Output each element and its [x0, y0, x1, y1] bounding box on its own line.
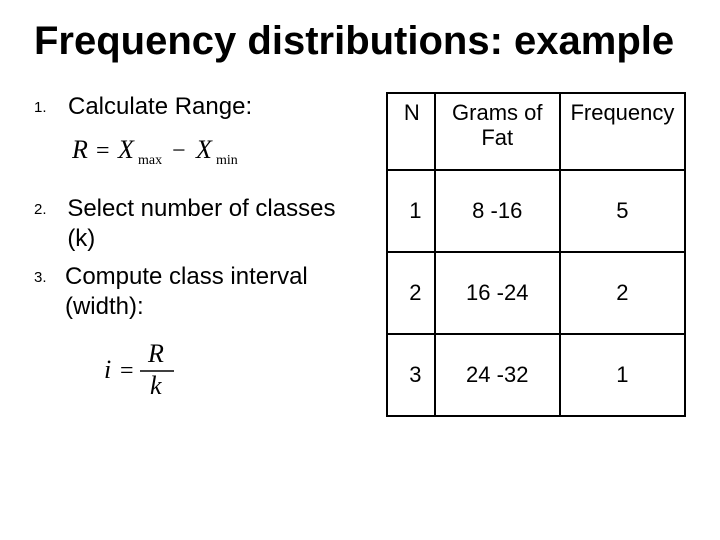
step-text: Compute class interval (width): [65, 262, 364, 322]
sym-R: R [72, 135, 88, 164]
page-title: Frequency distributions: example [34, 18, 686, 64]
formula-range: R = X max − X min [72, 132, 364, 172]
step-2: 2. Select number of classes (k) [34, 194, 364, 254]
cell-freq: 2 [560, 252, 685, 334]
cell-n: 3 [387, 334, 435, 416]
sym-Xmin: X [195, 135, 213, 164]
table-row: 2 16 -24 2 [387, 252, 685, 334]
cell-grams: 8 -16 [435, 170, 560, 252]
cell-freq: 5 [560, 170, 685, 252]
sym-eq: = [96, 138, 110, 164]
table-row: 3 24 -32 1 [387, 334, 685, 416]
sym-eq2: = [120, 358, 134, 384]
sym-Xmax: X [117, 135, 135, 164]
sym-minus: − [172, 138, 186, 164]
sym-R2: R [147, 340, 164, 368]
steps-column: 1. Calculate Range: R = X max − X min 2.… [34, 92, 364, 424]
step-text: Select number of classes (k) [67, 194, 364, 254]
table-header-row: N Grams of Fat Frequency [387, 93, 685, 170]
col-n: N [387, 93, 435, 170]
cell-grams: 16 -24 [435, 252, 560, 334]
content-columns: 1. Calculate Range: R = X max − X min 2.… [34, 92, 686, 424]
col-grams: Grams of Fat [435, 93, 560, 170]
step-number: 1. [34, 92, 68, 116]
step-text: Calculate Range: [68, 92, 252, 122]
formula-interval: i = R k [104, 340, 364, 402]
cell-n: 2 [387, 252, 435, 334]
sym-k: k [150, 371, 162, 400]
sym-min: min [216, 153, 238, 168]
step-3: 3. Compute class interval (width): [34, 262, 364, 322]
col-freq: Frequency [560, 93, 685, 170]
formula-range-svg: R = X max − X min [72, 132, 282, 172]
sym-i: i [104, 355, 111, 384]
cell-freq: 1 [560, 334, 685, 416]
frequency-table: N Grams of Fat Frequency 1 8 -16 5 2 16 … [386, 92, 686, 417]
table-column: N Grams of Fat Frequency 1 8 -16 5 2 16 … [386, 92, 686, 417]
table-row: 1 8 -16 5 [387, 170, 685, 252]
step-number: 2. [34, 194, 67, 218]
cell-n: 1 [387, 170, 435, 252]
formula-interval-svg: i = R k [104, 340, 194, 402]
step-1: 1. Calculate Range: [34, 92, 364, 122]
step-number: 3. [34, 262, 65, 286]
sym-max: max [138, 153, 162, 168]
cell-grams: 24 -32 [435, 334, 560, 416]
slide: Frequency distributions: example 1. Calc… [0, 0, 720, 540]
